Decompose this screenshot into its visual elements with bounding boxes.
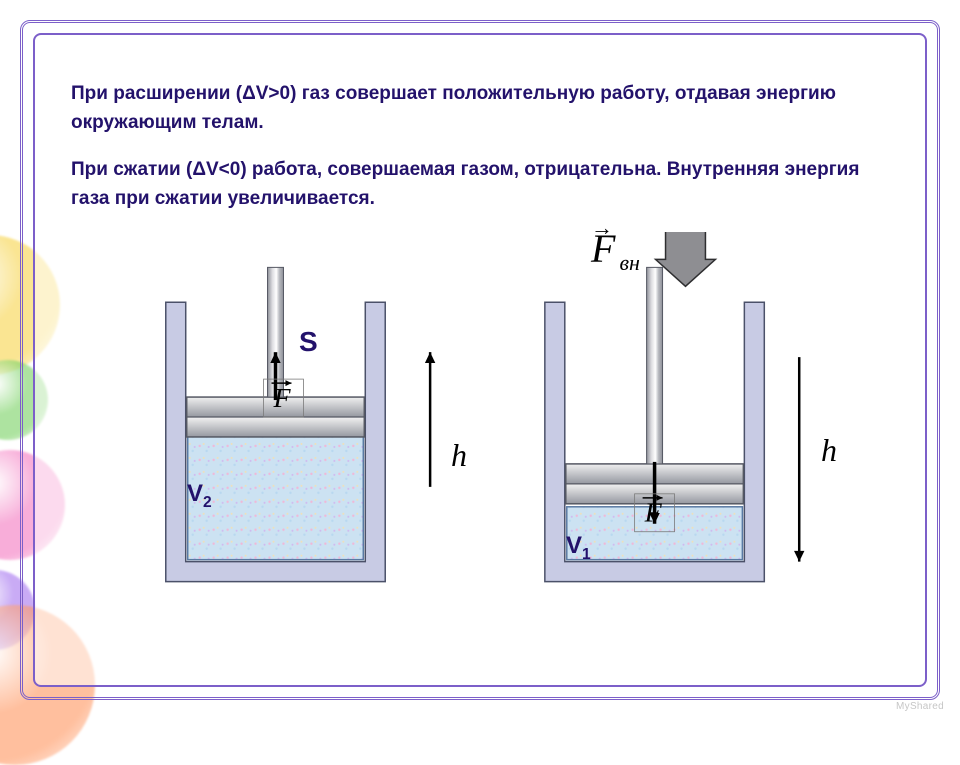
label-V2: V2: [187, 480, 212, 512]
svg-text:F: F: [644, 498, 663, 529]
diagram-area: FF S V2 V1 h h →Fвн: [71, 232, 889, 612]
outer-frame: При расширении (ΔV>0) газ совершает поло…: [20, 20, 940, 700]
label-V1: V1: [566, 532, 591, 564]
svg-text:F: F: [273, 383, 292, 414]
label-F-external: →Fвн: [591, 225, 640, 272]
paragraph-compression: При сжатии (ΔV<0) работа, совершаемая га…: [71, 156, 889, 213]
paragraph-expansion: При расширении (ΔV>0) газ совершает поло…: [71, 80, 889, 137]
inner-frame: При расширении (ΔV>0) газ совершает поло…: [33, 33, 927, 687]
label-S: S: [299, 326, 318, 358]
label-h-right: h: [821, 432, 837, 469]
watermark: MyShared: [896, 701, 944, 712]
diagram-svg: FF: [71, 232, 889, 612]
label-h-left: h: [451, 437, 467, 474]
